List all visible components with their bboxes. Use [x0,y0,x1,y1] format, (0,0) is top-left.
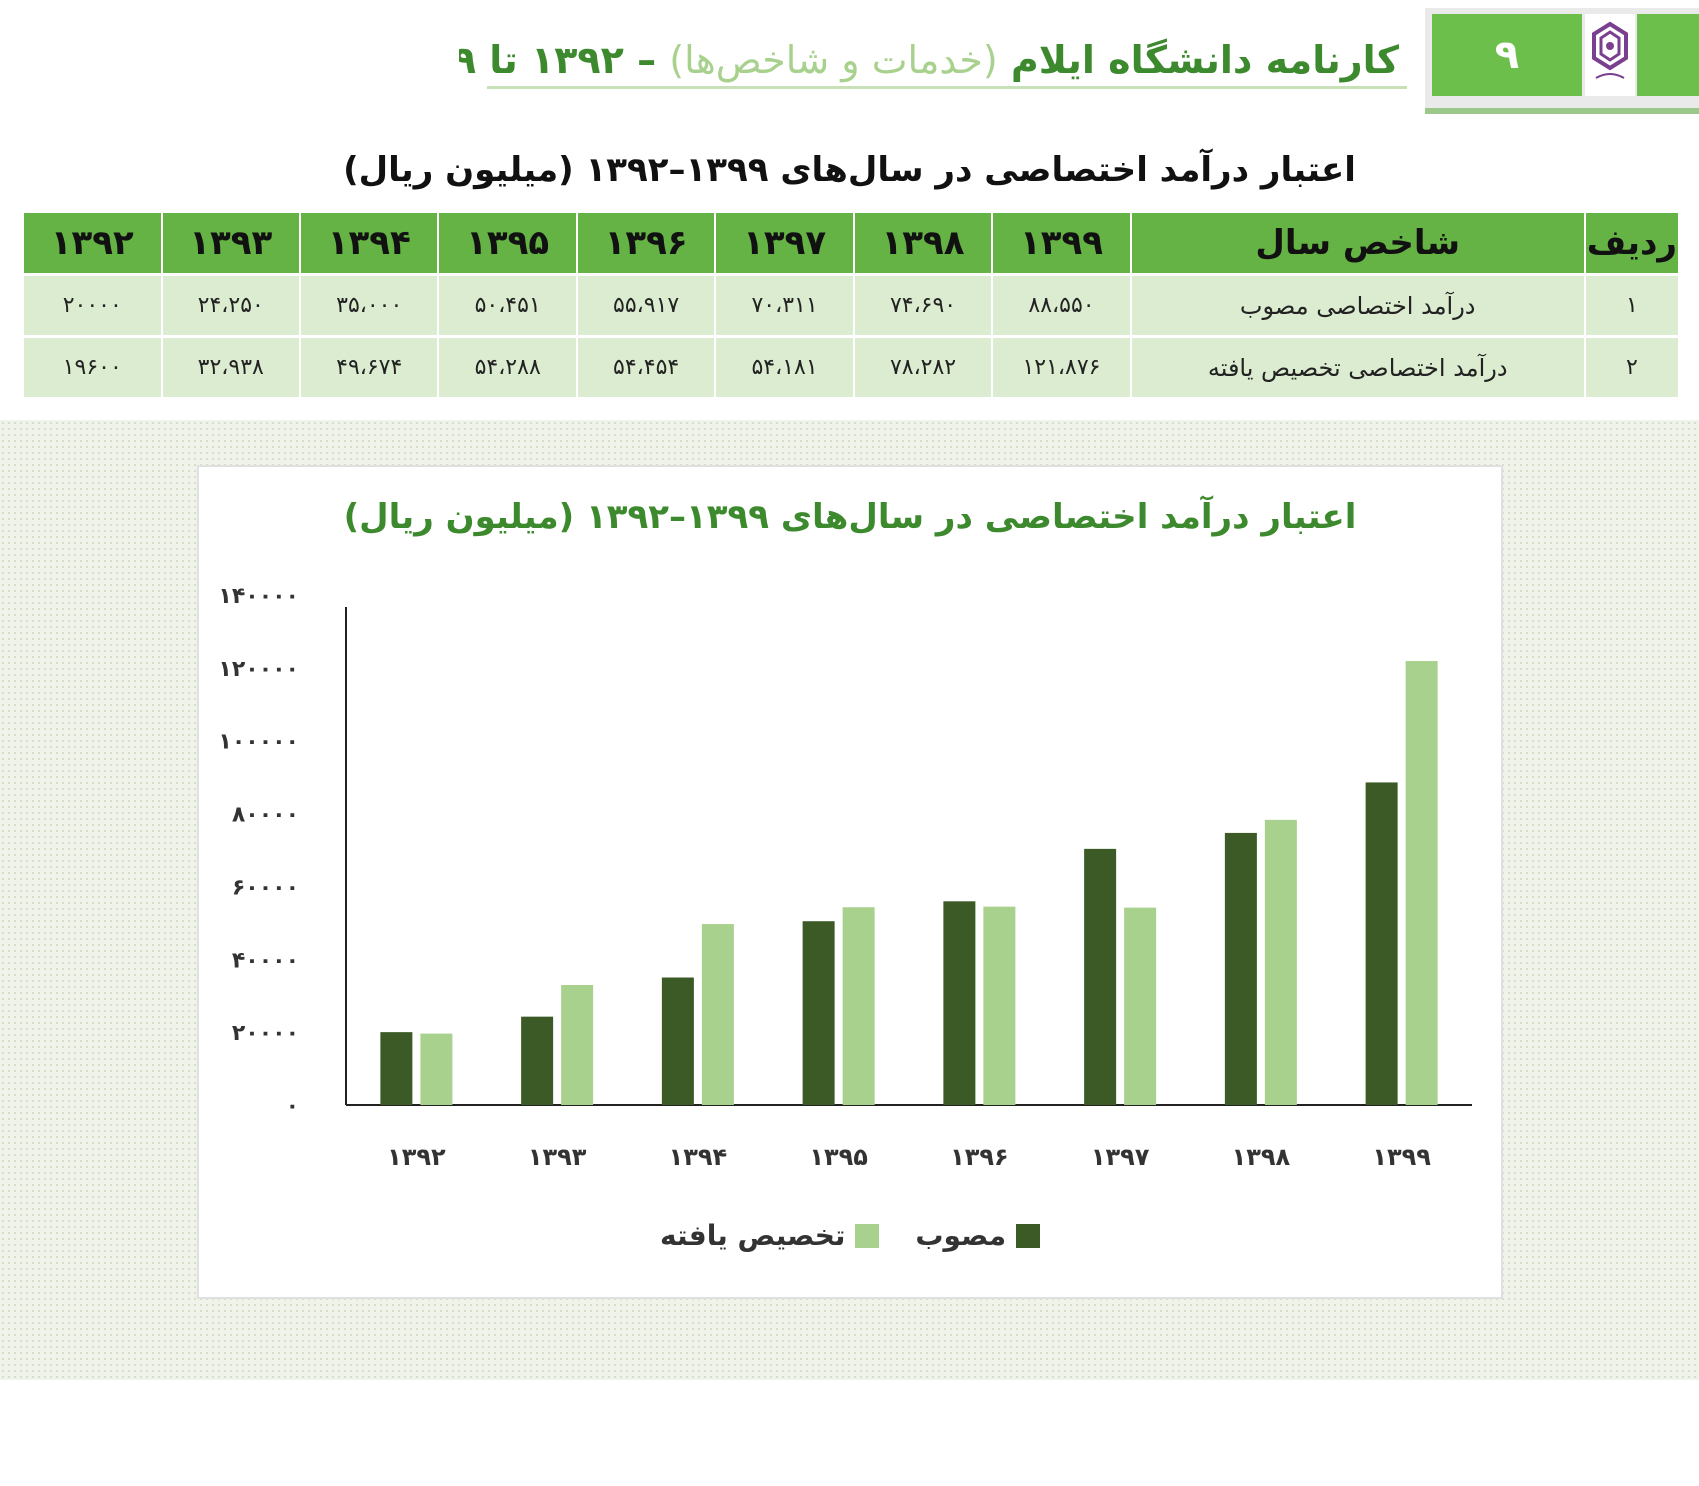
table-row: ۱ درآمد اختصاصی مصوب ۸۸،۵۵۰ ۷۴،۶۹۰ ۷۰،۳۱… [22,273,1678,337]
col-header-1396: ۱۳۹۶ [575,213,716,275]
bar-approved [1224,832,1257,1105]
col-header-1398: ۱۳۹۸ [852,213,993,275]
col-header-index: ردیف [1583,213,1678,275]
table-cell: ۲۴،۲۵۰ [160,273,300,337]
table-cell: درآمد اختصاصی مصوب [1129,273,1585,337]
table-row: ۲ درآمد اختصاصی تخصیص یافته ۱۲۱،۸۷۶ ۷۸،۲… [22,335,1678,397]
col-header-1394: ۱۳۹۴ [298,213,439,275]
table-cell: ۳۵،۰۰۰ [298,273,439,337]
y-tick-label: ۱۲۰۰۰۰ [218,657,299,682]
legend-label-approved: مصوب [915,1219,1007,1252]
bar-allocated [1124,907,1157,1105]
chart-title: اعتبار درآمد اختصاصی در سال‌های ۱۳۹۹–۱۳۹… [343,497,1357,537]
table-cell: ۵۰،۴۵۱ [437,273,577,337]
table-cell: ۷۸،۲۸۲ [852,335,993,397]
bar-approved [802,921,835,1105]
document-title: کارنامه دانشگاه ایلام (خدمات و شاخص‌ها) … [459,30,1399,90]
bar-allocated [701,924,734,1105]
table-cell: ۲ [1583,335,1678,397]
y-tick-label: ۲۰۰۰۰ [232,1021,299,1046]
table-cell: ۷۴،۶۹۰ [852,273,993,337]
legend-item-approved: مصوب [915,1219,1041,1252]
y-tick-label: ۶۰۰۰۰ [232,875,299,900]
bar-approved [661,977,694,1105]
page-number: ۹ [1432,14,1582,96]
bar-approved [943,901,976,1105]
table-cell: ۱۹۶۰۰ [22,335,162,397]
legend-swatch-approved [1016,1223,1041,1248]
title-part-3: ۱۳۹۲ تا ۱۳۹۹ [459,38,624,82]
bar-allocated [561,985,594,1105]
table-cell: ۵۴،۱۸۱ [714,335,854,397]
x-tick-label: ۱۳۹۹ [1372,1143,1431,1171]
x-tick-label: ۱۳۹۷ [1091,1143,1150,1171]
x-tick-label: ۱۳۹۴ [669,1143,728,1171]
table-cell: ۳۲،۹۳۸ [160,335,300,397]
bar-approved [521,1016,554,1105]
col-header-1392: ۱۳۹۲ [22,213,162,275]
x-tick-label: ۱۳۹۵ [809,1143,868,1171]
col-header-indicator: شاخص سال [1129,213,1585,275]
col-header-1395: ۱۳۹۵ [437,213,577,275]
bar-approved [380,1032,413,1105]
table-cell: ۸۸،۵۵۰ [991,273,1131,337]
table-cell: ۵۵،۹۱۷ [575,273,716,337]
bar-allocated [842,907,875,1105]
y-tick-label: ۱۴۰۰۰۰ [218,584,299,609]
table-title: اعتبار درآمد اختصاصی در سال‌های ۱۳۹۹–۱۳۹… [343,150,1356,190]
legend-label-allocated: تخصیص یافته [659,1219,846,1252]
y-tick-label: ۱۰۰۰۰۰ [218,730,299,755]
chart-legend: مصوب تخصیص یافته [199,1219,1501,1252]
title-part-1: کارنامه دانشگاه ایلام [1010,38,1399,82]
bar-allocated [983,906,1016,1105]
y-tick-label: ۰ [286,1094,299,1119]
bar-chart: ۰ ۲۰۰۰۰ ۴۰۰۰۰ ۶۰۰۰۰ ۸۰۰۰۰ ۱۰۰۰۰۰ ۱۲۰۰۰۰ ۱۴۰۰۰۰ ۱… [218,584,1472,1171]
col-header-1399: ۱۳۹۹ [991,213,1131,275]
header-green-strip [1637,14,1699,96]
bar-allocated [1264,819,1297,1105]
table-cell: ۴۹،۶۷۴ [298,335,439,397]
table-cell: ۵۴،۲۸۸ [437,335,577,397]
table-cell: ۷۰،۳۱۱ [714,273,854,337]
bar-allocated [1405,661,1438,1105]
x-tick-label: ۱۳۹۸ [1232,1143,1291,1171]
data-table: ردیف شاخص سال ۱۳۹۹ ۱۳۹۸ ۱۳۹۷ ۱۳۹۶ ۱۳۹۵ ۱… [22,213,1678,397]
title-dash: – [637,38,657,82]
title-part-2: (خدمات و شاخص‌ها) [669,38,998,82]
chart-card: اعتبار درآمد اختصاصی در سال‌های ۱۳۹۹–۱۳۹… [197,465,1503,1299]
col-header-1393: ۱۳۹۳ [160,213,300,275]
table-cell: ۲۰۰۰۰ [22,273,162,337]
bar-approved [1084,848,1117,1105]
table-header-row: ردیف شاخص سال ۱۳۹۹ ۱۳۹۸ ۱۳۹۷ ۱۳۹۶ ۱۳۹۵ ۱… [22,213,1678,275]
bar-allocated [420,1033,453,1105]
x-tick-label: ۱۳۹۲ [387,1143,446,1171]
x-tick-label: ۱۳۹۶ [950,1143,1009,1171]
university-logo-icon [1592,21,1628,79]
table-cell: درآمد اختصاصی تخصیص یافته [1129,335,1585,397]
table-cell: ۱۲۱،۸۷۶ [991,335,1131,397]
table-cell: ۱ [1583,273,1678,337]
bar-approved [1365,782,1398,1105]
legend-item-allocated: تخصیص یافته [659,1219,880,1252]
title-underline [487,86,1407,89]
x-tick-label: ۱۳۹۳ [528,1143,587,1171]
table-cell: ۵۴،۴۵۴ [575,335,716,397]
col-header-1397: ۱۳۹۷ [714,213,854,275]
y-tick-label: ۴۰۰۰۰ [232,948,299,973]
legend-swatch-allocated [855,1223,880,1248]
university-logo [1585,14,1635,96]
y-tick-label: ۸۰۰۰۰ [232,803,299,828]
